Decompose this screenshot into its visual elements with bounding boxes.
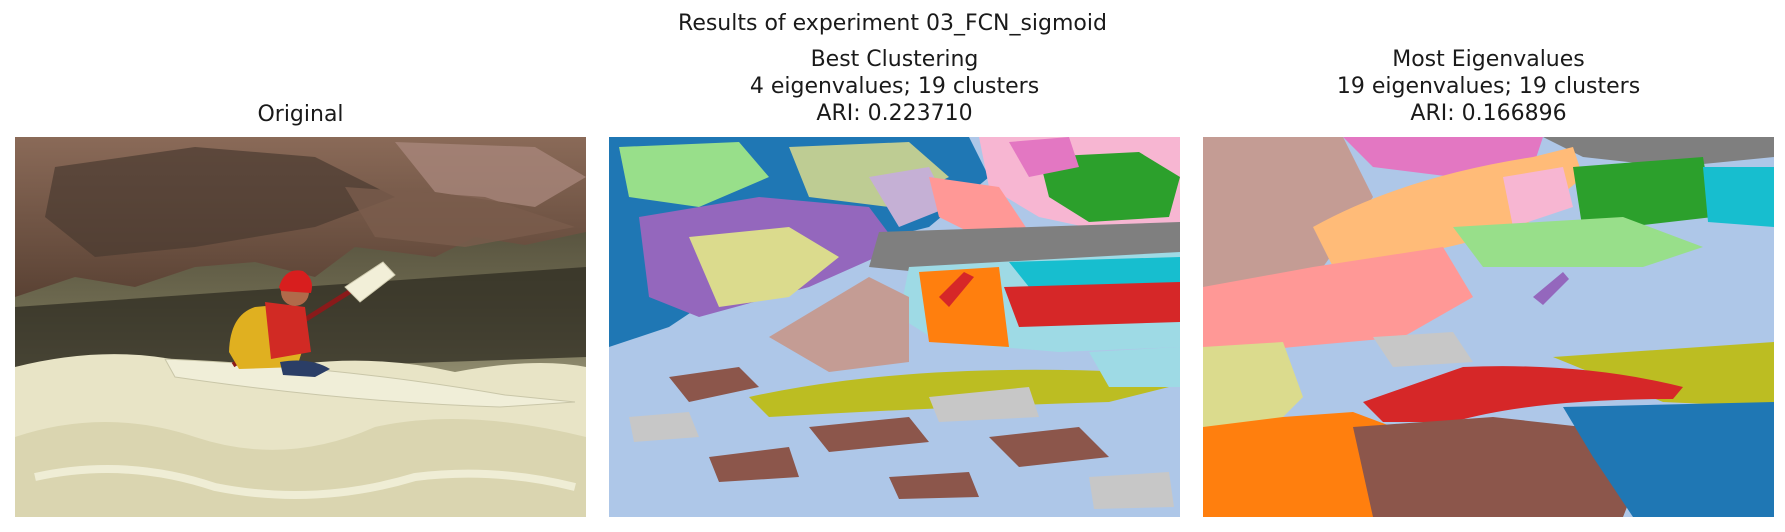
foam-streak	[34, 465, 576, 499]
cluster-light-green	[1453, 217, 1703, 267]
cluster-light-gray-3	[1089, 472, 1174, 509]
cluster-lavender	[869, 167, 949, 227]
cluster-salmon	[1203, 247, 1473, 357]
best-clustering-map	[609, 137, 1180, 517]
whitewater-shade	[15, 419, 586, 517]
light-rock	[395, 142, 586, 207]
original-photo	[15, 137, 586, 517]
best-clustering-svg	[609, 137, 1180, 517]
cluster-light-gray-1	[629, 412, 699, 442]
cluster-red	[1004, 282, 1180, 327]
cluster-pale-cyan-2	[1089, 347, 1180, 387]
cluster-tan	[1203, 137, 1373, 317]
cluster-red-paddle	[939, 272, 974, 307]
panel-best-clustering-title: Best Clustering 4 eigenvalues; 19 cluste…	[609, 46, 1180, 127]
cluster-purple	[1533, 272, 1569, 305]
cluster-olive	[1553, 342, 1774, 407]
cluster-brown	[1353, 417, 1643, 517]
panel-best-clustering-title-line-3: ARI: 0.223710	[816, 101, 973, 126]
panel-original-title-line: Original	[257, 102, 344, 127]
cluster-gray	[869, 222, 1180, 272]
cluster-light-gray-2	[929, 387, 1039, 422]
panel-most-eigenvalues: Most Eigenvalues 19 eigenvalues; 19 clus…	[1203, 0, 1774, 532]
panel-most-eigenvalues-title: Most Eigenvalues 19 eigenvalues; 19 clus…	[1203, 46, 1774, 127]
cluster-brown-5	[889, 472, 979, 499]
dark-rock	[45, 147, 395, 257]
cluster-brown-3	[989, 427, 1109, 467]
cluster-olive	[749, 369, 1169, 417]
cluster-cyan	[1009, 257, 1180, 287]
cluster-brown-1	[669, 367, 759, 402]
cluster-salmon	[929, 177, 1029, 237]
mid-rock	[345, 187, 575, 247]
cluster-khaki	[1203, 342, 1303, 427]
red-life-vest	[265, 302, 311, 359]
panel-most-eigenvalues-title-line-2: 19 eigenvalues; 19 clusters	[1336, 74, 1641, 99]
panel-original-title: Original	[15, 101, 586, 128]
cluster-orange	[1203, 412, 1403, 517]
spray-skirt	[280, 360, 330, 377]
cluster-brown-4	[709, 447, 799, 482]
panel-most-eigenvalues-title-line-3: ARI: 0.166896	[1410, 101, 1567, 126]
figure-suptitle: Results of experiment 03_FCN_sigmoid	[678, 11, 1107, 36]
cluster-red	[1363, 366, 1683, 422]
panel-most-eigenvalues-title-line-1: Most Eigenvalues	[1392, 47, 1585, 72]
red-helmet	[279, 270, 312, 293]
most-eigenvalues-svg	[1203, 137, 1774, 517]
cluster-khaki	[689, 227, 839, 307]
cluster-tan	[769, 277, 909, 372]
panel-original: Original	[15, 0, 586, 532]
cluster-gray	[1543, 137, 1774, 167]
cluster-green	[1573, 157, 1713, 232]
cluster-light-green	[619, 142, 769, 207]
panel-best-clustering: Best Clustering 4 eigenvalues; 19 cluste…	[609, 0, 1180, 532]
cluster-light-pink	[1503, 167, 1573, 227]
cluster-cyan	[1703, 167, 1774, 227]
cluster-magenta	[1009, 137, 1079, 177]
cluster-blue	[1563, 402, 1774, 517]
cluster-light-gray	[1373, 332, 1473, 367]
cluster-orange	[919, 267, 1009, 347]
panel-best-clustering-title-line-2: 4 eigenvalues; 19 clusters	[749, 74, 1040, 99]
paddle-blade	[344, 261, 396, 303]
panel-best-clustering-title-line-1: Best Clustering	[810, 47, 979, 72]
cluster-green	[1039, 152, 1180, 222]
original-photo-svg	[15, 137, 586, 517]
most-eigenvalues-map	[1203, 137, 1774, 517]
cluster-brown-2	[809, 417, 929, 452]
